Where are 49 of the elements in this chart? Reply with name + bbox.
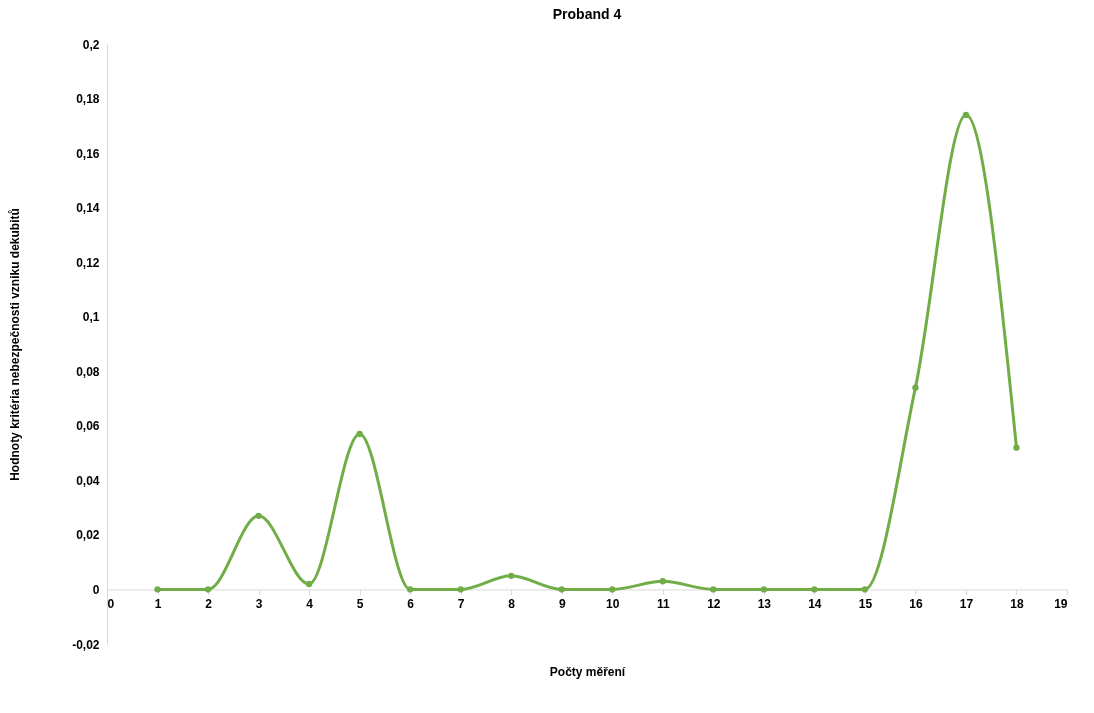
y-tick-label: 0,14 [76, 201, 100, 216]
point [457, 586, 464, 593]
point [861, 586, 869, 593]
y-tick-label: 0,16 [76, 146, 100, 161]
y-axis-title: Hodnoty kritéria nebezpečnosti vzniku dekubitů [8, 208, 23, 481]
x-tick-label: 6 [407, 596, 415, 611]
x-tick-label: 17 [959, 596, 974, 611]
x-axis-title: Počty měření [549, 664, 626, 679]
x-tick-label: 14 [808, 596, 822, 611]
point [508, 572, 515, 579]
x-tick-label: 9 [558, 596, 566, 611]
point [305, 580, 313, 588]
y-tick-label: 0,18 [76, 92, 100, 107]
point [558, 586, 565, 593]
point [154, 586, 161, 593]
x-tick-label: 8 [508, 596, 516, 611]
x-tick-label: 3 [255, 596, 263, 611]
x-tick-label: 2 [205, 596, 213, 611]
x-tick-label: 19 [1054, 596, 1068, 611]
y-tick-label: 0,2 [82, 37, 100, 52]
x-tick-label: 11 [656, 596, 670, 611]
x-tick-label: 0 [107, 596, 115, 611]
y-tick-label: 0,12 [76, 255, 100, 270]
point [204, 586, 212, 593]
x-tick-label: 1 [154, 596, 162, 611]
point [356, 430, 363, 438]
x-tick-label: 10 [606, 596, 620, 611]
x-tick-label: 12 [707, 596, 721, 611]
y-tick-label: 0,1 [82, 310, 100, 325]
y-tick-label: 0,06 [76, 419, 100, 434]
y-tick-label: 0 [92, 582, 100, 597]
y-tick-label: 0,02 [76, 528, 100, 543]
point [912, 384, 919, 391]
point [659, 578, 666, 585]
point [1013, 444, 1020, 451]
x-tick-label: 13 [757, 596, 772, 611]
x-tick-label: 5 [356, 596, 364, 611]
point [255, 512, 262, 519]
chart-title: Proband 4 [552, 6, 622, 22]
y-tick-label: 0,08 [76, 364, 100, 379]
x-tick-label: 7 [457, 596, 465, 611]
x-tick-label: 16 [909, 596, 923, 611]
x-tick-label: 18 [1010, 596, 1024, 611]
point [760, 586, 767, 593]
point [962, 111, 970, 119]
x-tick-label: 4 [306, 596, 314, 611]
y-tick-label: -0,02 [72, 637, 100, 652]
y-tick-label: 0,04 [76, 473, 100, 488]
x-tick-label: 15 [858, 596, 873, 611]
